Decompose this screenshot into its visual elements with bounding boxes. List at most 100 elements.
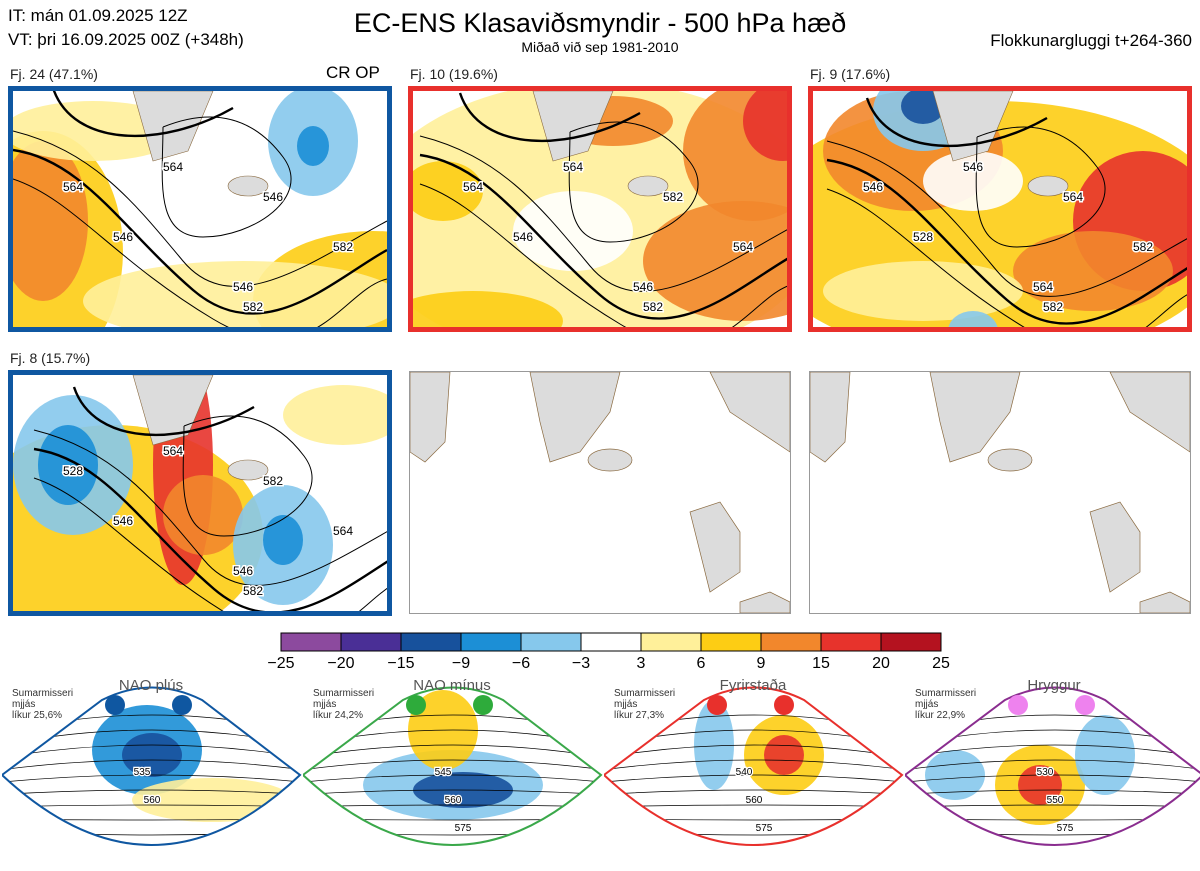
height-contour: [182, 415, 313, 537]
height-contour: [419, 153, 787, 320]
cluster-map-svg: 546 564 546 564 582 564 582: [413, 91, 787, 327]
colorbar-swatch: [880, 632, 942, 652]
height-contour: [13, 148, 387, 315]
height-contour: [33, 447, 387, 611]
colorbar-tick-label: −9: [451, 655, 471, 672]
anomaly-area: [1013, 231, 1173, 311]
regime-anomaly-area: [122, 733, 182, 777]
scandinavia-land: [709, 372, 790, 453]
contour-label: 546: [113, 230, 133, 244]
regime-info-line: mjjás: [614, 699, 638, 710]
contour-label: 564: [463, 180, 483, 194]
colorbar-swatch: [520, 632, 582, 652]
colorbar-swatch: [700, 632, 762, 652]
contour-label: 582: [243, 584, 263, 598]
regime-contour-label: 575: [455, 823, 472, 834]
cluster-map-svg: 546 528 546 564 582 564 582: [13, 375, 387, 611]
british-isles-land: [689, 501, 741, 593]
anomaly-area: [948, 311, 998, 327]
colorbar: [279, 632, 943, 657]
regime-contour: [2, 774, 300, 784]
anomaly-area: [743, 91, 787, 161]
anomaly-area: [348, 465, 387, 585]
canada-land: [410, 372, 451, 463]
contour-label: 528: [913, 230, 933, 244]
contour-label: 564: [163, 444, 183, 458]
cluster-map-svg: 528 546 564 546 564 582 582: [813, 91, 1187, 327]
iceland-land: [227, 175, 269, 197]
regime-info-line: líkur 24,2%: [313, 710, 364, 721]
regime-indicator-dot: [1008, 695, 1028, 715]
contour-label: 582: [333, 240, 353, 254]
regime-indicator-dot: [172, 695, 192, 715]
colorbar-tick-label: −3: [571, 655, 591, 672]
colorbar-tick-label: 3: [636, 655, 646, 672]
regime-contour: [905, 789, 1200, 796]
iceland-land: [627, 175, 669, 197]
colorbar-swatch: [280, 632, 342, 652]
greenland-land: [532, 91, 614, 162]
contour-label: 546: [963, 160, 983, 174]
contour-label: 546: [233, 280, 253, 294]
regime-title: NAO plús: [118, 677, 184, 694]
contour-label: 564: [163, 160, 183, 174]
regime-contour: [303, 759, 601, 772]
regime-info-line: mjjás: [915, 699, 939, 710]
anomaly-area: [643, 201, 787, 321]
colorbar-swatches: [280, 632, 942, 652]
regime-anomaly-area: [764, 735, 804, 775]
cluster-map-3: 528 546 564 546 564 582 582: [808, 86, 1192, 332]
height-contour: [52, 91, 234, 138]
anomaly-area: [297, 126, 329, 166]
regime-indicator-dot: [406, 695, 426, 715]
contour-label: 564: [1033, 280, 1053, 294]
height-contour: [826, 158, 1187, 325]
regime-anomaly-area: [694, 700, 734, 790]
header-info: IT: mán 01.09.2025 12Z VT: þri 16.09.202…: [8, 4, 244, 52]
regime-contour: [2, 789, 300, 796]
regime-contour-label: 575: [756, 823, 773, 834]
colorbar-tick-label: 9: [756, 655, 766, 672]
regime-info: Sumarmisseri mjjás líkur 27,3%: [614, 688, 675, 721]
height-contour: [33, 477, 387, 611]
colorbar-tick-label: −25: [267, 655, 295, 672]
empty-map-5: [409, 371, 791, 614]
regime-contour-label: 545: [435, 767, 452, 778]
classification-window: Flokkunargluggi t+264-360: [990, 31, 1192, 50]
height-contour: [458, 92, 641, 143]
regime-row: 535 560 NAO plús Sumarmisseri mjjás líkur 25,…: [0, 675, 1200, 871]
regime-contour: [604, 789, 902, 796]
regime-info-line: líkur 25,6%: [12, 710, 63, 721]
height-contour: [419, 135, 787, 292]
colorbar-tick-label: −20: [327, 655, 355, 672]
contour-label: 582: [643, 300, 663, 314]
regime-contour-label: 550: [1047, 795, 1064, 806]
regime-title: Fyrirstaða: [719, 677, 787, 694]
anomaly-area: [263, 515, 303, 565]
colorbar-swatch: [460, 632, 522, 652]
colorbar-tick-label: −15: [387, 655, 415, 672]
contour-label: 582: [1133, 240, 1153, 254]
contour-label: 582: [663, 190, 683, 204]
iceland-land: [587, 448, 633, 472]
colorbar-tick-label: 6: [696, 655, 706, 672]
regime-info: Sumarmisseri mjjás líkur 24,2%: [313, 688, 374, 721]
contour-label: 582: [243, 300, 263, 314]
cluster-map-1: 546 564 546 564 546 582 582: [8, 86, 392, 332]
regime-info-line: Sumarmisseri: [12, 688, 74, 699]
regime-info-line: mjjás: [313, 699, 337, 710]
height-contour: [13, 130, 387, 287]
anomaly-area: [413, 161, 483, 221]
regime-anomaly-area: [925, 750, 985, 800]
contour-label: 564: [563, 160, 583, 174]
regime-contour: [303, 774, 601, 784]
regime-info: Sumarmisseri mjjás líkur 25,6%: [12, 688, 73, 721]
anomaly-area: [143, 156, 263, 256]
cluster-label-3: Fj. 9 (17.6%): [810, 66, 891, 82]
regime-info-line: Sumarmisseri: [313, 688, 375, 699]
contour-label: 546: [633, 280, 653, 294]
height-contour: [826, 188, 1187, 327]
regime-contour-label: 535: [134, 767, 151, 778]
regime-contour-label: 560: [445, 795, 462, 806]
anomaly-area: [163, 475, 243, 555]
